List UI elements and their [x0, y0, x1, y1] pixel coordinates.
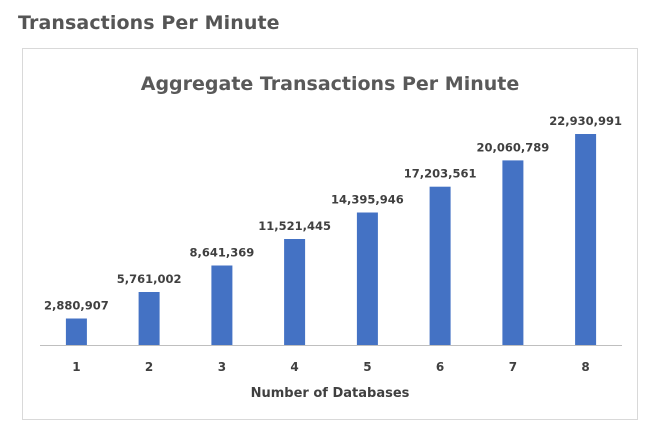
data-label-5: 14,395,946: [331, 193, 404, 207]
data-label-8: 22,930,991: [549, 114, 622, 128]
x-tick-label-8: 8: [581, 360, 589, 374]
data-labels-layer: 2,880,907 5,761,002 8,641,36911,521,44514,…: [44, 114, 622, 313]
x-tick-label-7: 7: [509, 360, 517, 374]
bar-6: [429, 186, 451, 345]
bar-3: [211, 265, 233, 345]
x-tick-label-2: 2: [145, 360, 153, 374]
x-axis-title: Number of Databases: [251, 386, 410, 401]
x-tick-label-1: 1: [72, 360, 80, 374]
page-heading: Transactions Per Minute: [18, 12, 280, 34]
bar-1: [65, 318, 87, 345]
chart-frame: [22, 48, 638, 420]
data-label-2: 5,761,002: [117, 272, 182, 286]
x-tick-label-5: 5: [363, 360, 371, 374]
data-label-3: 8,641,369: [190, 246, 255, 260]
data-label-6: 17,203,561: [404, 167, 477, 181]
x-tick-label-3: 3: [218, 360, 226, 374]
bar-5: [356, 212, 378, 345]
bar-8: [575, 134, 597, 345]
bar-4: [284, 239, 306, 345]
data-label-1: 2,880,907: [44, 299, 109, 313]
data-label-4: 11,521,445: [258, 219, 331, 233]
x-tick-labels-layer: 1 2 3 4 5 6 7 8: [72, 360, 590, 374]
x-tick-label-4: 4: [290, 360, 298, 374]
chart-title: Aggregate Transactions Per Minute: [141, 73, 520, 95]
bars-layer: [65, 134, 597, 345]
bar-7: [502, 160, 524, 345]
x-tick-label-6: 6: [436, 360, 444, 374]
bar-2: [138, 292, 160, 345]
data-label-7: 20,060,789: [477, 140, 550, 154]
